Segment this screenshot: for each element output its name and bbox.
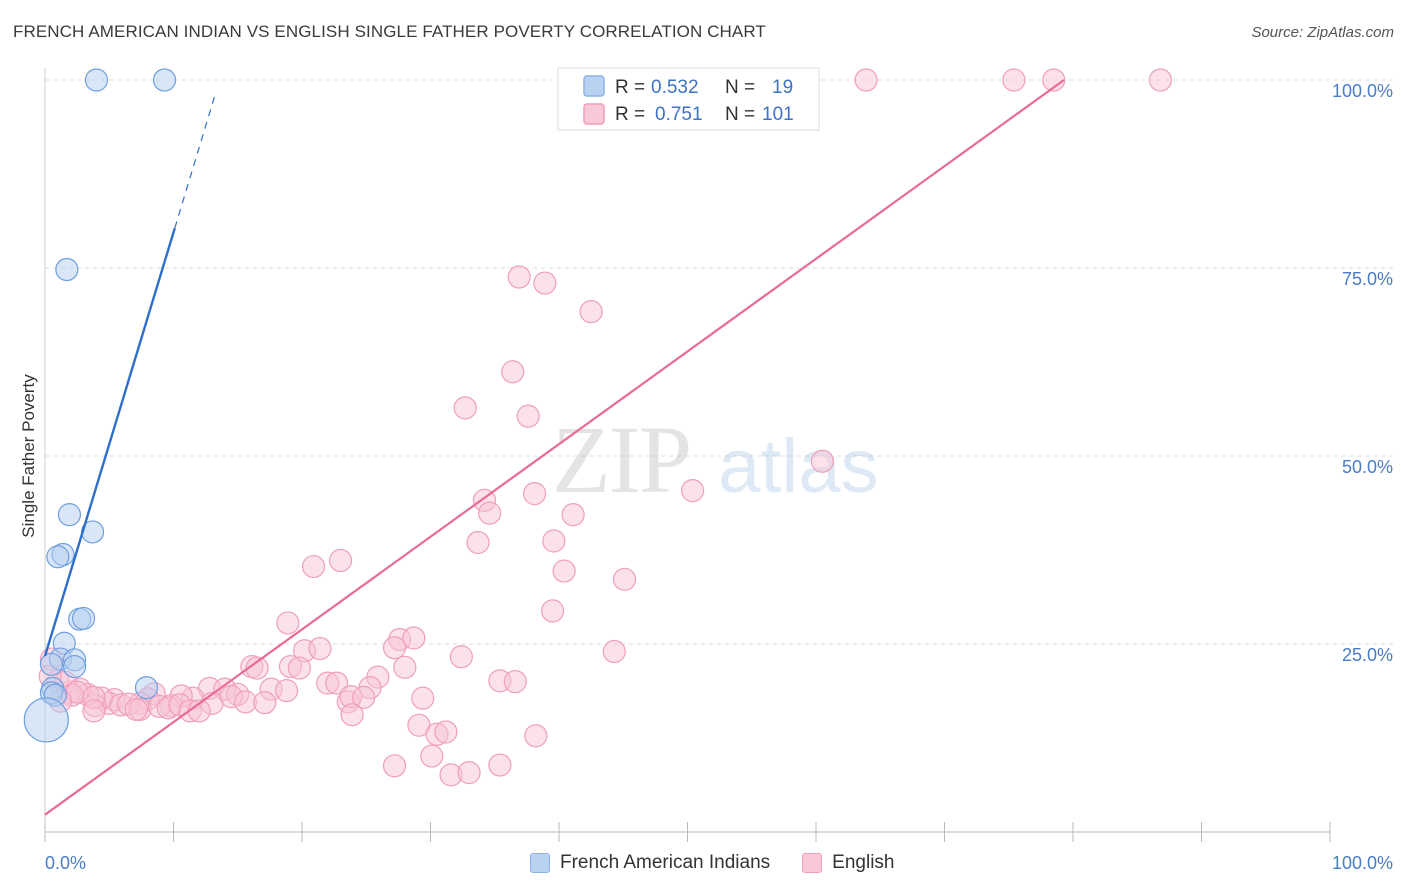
english-point-10 [533, 271, 557, 295]
english-point-7 [1042, 68, 1066, 92]
french-american-indian-point-3 [57, 503, 82, 527]
english-point-35 [449, 645, 473, 669]
french-american-indian-point-8 [71, 606, 96, 631]
y-tick-label-100: 100.0% [1332, 81, 1393, 101]
stats-swatch-pink [583, 103, 605, 125]
english-point-26 [612, 567, 637, 591]
english-point-84 [352, 685, 376, 709]
english-point-12 [501, 360, 525, 384]
english-point-22 [542, 529, 566, 553]
english-point-89 [434, 720, 458, 744]
english-point-6 [1002, 68, 1026, 92]
english-point-31 [382, 636, 407, 660]
trendlines [43, 79, 1065, 816]
english-point-9 [507, 265, 531, 289]
legend-swatch-pink [802, 853, 823, 873]
english-point-98 [82, 699, 106, 723]
english-point-8 [1148, 68, 1172, 92]
english-point-16 [681, 478, 705, 503]
x-tick-label-max: 100.0% [1332, 853, 1393, 873]
stats-swatch-blue [583, 75, 605, 97]
series-legend: French American Indians English [530, 852, 927, 874]
gridlines [45, 79, 1393, 645]
english-point-43 [325, 671, 349, 695]
watermark-zip: ZIP [552, 406, 690, 513]
x-axis-ticks [44, 822, 1331, 842]
stats-n-value-blue: 19 [772, 77, 793, 98]
y-axis-label: Single Father Poverty [19, 374, 38, 538]
english-point-93 [382, 754, 407, 778]
french-american-indian-point-18 [23, 697, 69, 743]
french-american-indian-points [23, 68, 177, 743]
y-tick-label-50: 50.0% [1342, 457, 1393, 477]
legend-item-french-american-indians[interactable]: French American Indians [530, 852, 770, 874]
legend-label-french-american-indians: French American Indians [560, 852, 771, 873]
x-tick-label-min: 0.0% [45, 853, 86, 873]
english-point-23 [301, 554, 326, 579]
english-point-33 [308, 636, 332, 661]
english-point-11 [579, 300, 603, 324]
english-point-34 [602, 639, 626, 664]
watermark-atlas: atlas [718, 424, 879, 509]
english-point-30 [402, 626, 426, 650]
french-american-indian-point-1 [152, 68, 177, 92]
stats-r-label-blue: R = [615, 77, 645, 98]
english-point-85 [340, 703, 364, 727]
french-american-indian-trendline [43, 227, 176, 657]
english-point-14 [516, 404, 540, 428]
english-point-91 [503, 669, 527, 694]
english-point-95 [457, 760, 481, 785]
english-point-39 [287, 656, 312, 680]
english-point-21 [466, 530, 490, 555]
stats-legend: R = 0.532 N = 19 R = 0.751 N = 101 [557, 67, 820, 131]
stats-r-value-pink: 0.751 [655, 104, 703, 125]
english-point-20 [478, 501, 502, 525]
english-point-28 [276, 611, 300, 635]
source-label: Source: ZipAtlas.com [1251, 24, 1394, 41]
english-point-47 [274, 679, 299, 703]
legend-swatch-blue [530, 853, 550, 873]
english-point-96 [488, 753, 512, 777]
stats-n-label-pink: N = [725, 104, 755, 125]
watermark: ZIP atlas [552, 406, 879, 513]
y-tick-label-25: 25.0% [1342, 645, 1393, 665]
english-point-19 [561, 503, 585, 527]
legend-item-english[interactable]: English [802, 852, 895, 874]
french-american-indian-trendline-extension [174, 91, 217, 229]
english-trendline [44, 79, 1065, 816]
english-point-40 [393, 655, 417, 679]
english-point-25 [552, 559, 576, 583]
english-point-15 [810, 449, 835, 473]
english-point-27 [540, 599, 565, 623]
english-point-24 [328, 548, 353, 573]
english-point-86 [411, 686, 435, 710]
french-american-indian-point-13 [39, 652, 64, 676]
english-point-99 [124, 697, 148, 722]
y-tick-labels: 25.0% 50.0% 75.0% 100.0% [1332, 81, 1393, 665]
stats-n-label-blue: N = [725, 77, 755, 98]
english-point-17 [522, 482, 547, 506]
english-point-90 [420, 744, 444, 768]
french-american-indian-point-17 [134, 676, 159, 700]
english-point-92 [524, 724, 548, 748]
french-american-indian-point-0 [84, 68, 109, 92]
chart-title: FRENCH AMERICAN INDIAN VS ENGLISH SINGLE… [13, 22, 766, 41]
french-american-indian-point-2 [55, 257, 79, 282]
french-american-indian-point-12 [62, 654, 87, 679]
english-point-5 [854, 68, 878, 92]
stats-r-label-pink: R = [615, 104, 645, 125]
y-tick-label-75: 75.0% [1342, 269, 1393, 289]
french-american-indian-point-6 [46, 545, 70, 569]
english-point-13 [453, 396, 477, 420]
stats-r-value-blue: 0.532 [651, 77, 699, 98]
stats-n-value-pink: 101 [762, 104, 794, 125]
english-point-37 [245, 656, 269, 680]
legend-label-english: English [832, 852, 895, 873]
english-point-81 [253, 691, 277, 715]
